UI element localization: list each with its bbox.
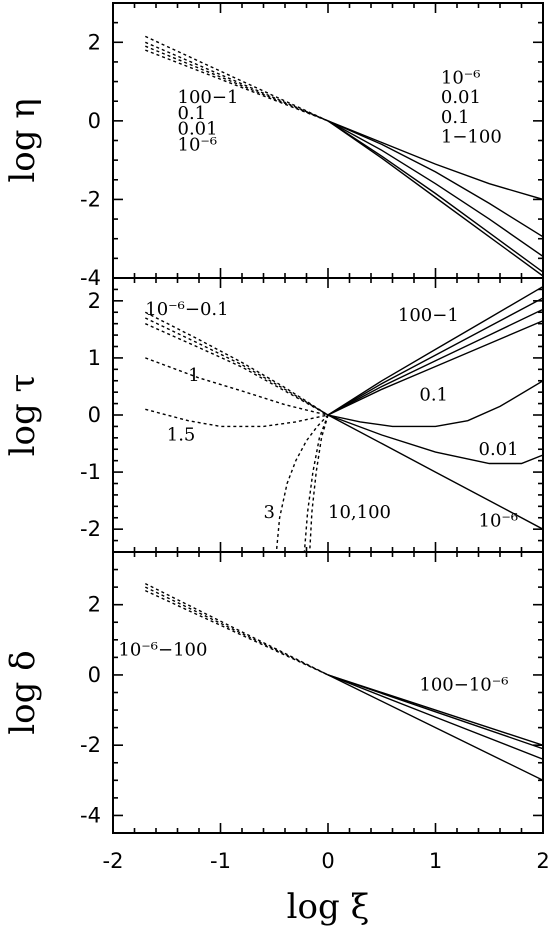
series-line-8 (327, 120, 543, 277)
x-tick-label: 2 (536, 849, 549, 873)
series-line-4 (145, 408, 329, 428)
annotation-label: 1.5 (167, 425, 196, 446)
series-line-0 (145, 35, 329, 122)
annotation-label: 100−10⁻⁶ (419, 675, 508, 696)
series-line-3 (145, 49, 329, 122)
y-tick-label: 2 (88, 593, 101, 617)
annotation-label: 10⁻⁶ (479, 510, 519, 531)
series-line-10 (327, 308, 543, 416)
annotation-label: 10⁻⁶ (178, 134, 218, 155)
panel-tau: -2 -1 0 1 2 log τ 10⁻⁶−0.1 1 1.5 3 10,100 100−1 0.1 0… (3, 277, 544, 553)
y-tick-label: -2 (80, 187, 101, 211)
y-tick-label: 0 (88, 109, 101, 133)
series-line-4 (327, 120, 543, 201)
y-axis-label: log δ (3, 650, 43, 734)
series-line-0 (144, 311, 329, 416)
series-line-13 (327, 414, 543, 465)
y-axis-label: log η (3, 98, 43, 182)
annotation-label: 10⁻⁶−100 (118, 640, 207, 661)
series-line-3 (145, 357, 329, 416)
annotation-label: 0.1 (178, 103, 207, 124)
x-tick-label: -2 (103, 849, 124, 873)
x-tick-label: 0 (321, 849, 334, 873)
series-line-7 (327, 120, 543, 273)
annotation-label: 100−1 (178, 87, 239, 108)
series-line-2 (145, 323, 329, 416)
annotation-label: 0.01 (441, 87, 481, 108)
y-tick-label: -1 (80, 460, 101, 484)
series-line-6 (303, 414, 329, 552)
annotation-label: 0.01 (178, 119, 218, 140)
annotation-label: 100−1 (398, 305, 459, 326)
annotation-label: 10⁻⁶ (441, 68, 481, 89)
series-line-6 (327, 674, 543, 781)
series-line-4 (327, 674, 543, 750)
annotation-label: 3 (264, 502, 275, 523)
y-tick-label: 0 (88, 403, 101, 427)
series-line-12 (327, 380, 543, 428)
series-line-5 (327, 120, 543, 238)
annotation-label: 1−100 (441, 126, 502, 147)
series-line-6 (327, 120, 543, 257)
y-tick-label: -2 (80, 733, 101, 757)
series-line-7 (309, 414, 329, 552)
annotation-label: 10⁻⁶−0.1 (145, 299, 228, 320)
series-line-14 (327, 414, 543, 530)
series-line-5 (327, 674, 543, 760)
series-line-1 (144, 586, 329, 676)
series-line-9 (327, 297, 543, 416)
series-line-5 (275, 414, 329, 552)
series-line-11 (327, 320, 543, 416)
series-line-1 (145, 41, 329, 122)
y-tick-label: -2 (80, 517, 101, 541)
y-tick-label: 1 (88, 346, 101, 370)
y-axis-label: log τ (3, 374, 43, 457)
annotation-label: 0.1 (419, 385, 448, 406)
series-line-1 (144, 317, 329, 416)
annotation-label: 0.1 (441, 107, 470, 128)
x-tick-label: -1 (210, 849, 231, 873)
series-line-0 (144, 582, 329, 676)
y-tick-label: 2 (88, 30, 101, 54)
series-line-8 (327, 285, 543, 416)
y-tick-label: -4 (80, 266, 101, 290)
y-tick-label: -4 (80, 803, 101, 827)
annotation-label: 10,100 (328, 502, 391, 523)
y-tick-label: 2 (88, 289, 101, 313)
x-tick-label: 1 (429, 849, 442, 873)
annotation-label: 1 (188, 365, 199, 386)
y-tick-label: 0 (88, 663, 101, 687)
annotation-label: 0.01 (479, 439, 519, 460)
series-line-2 (145, 589, 329, 676)
x-axis-label: log ξ (287, 887, 370, 927)
